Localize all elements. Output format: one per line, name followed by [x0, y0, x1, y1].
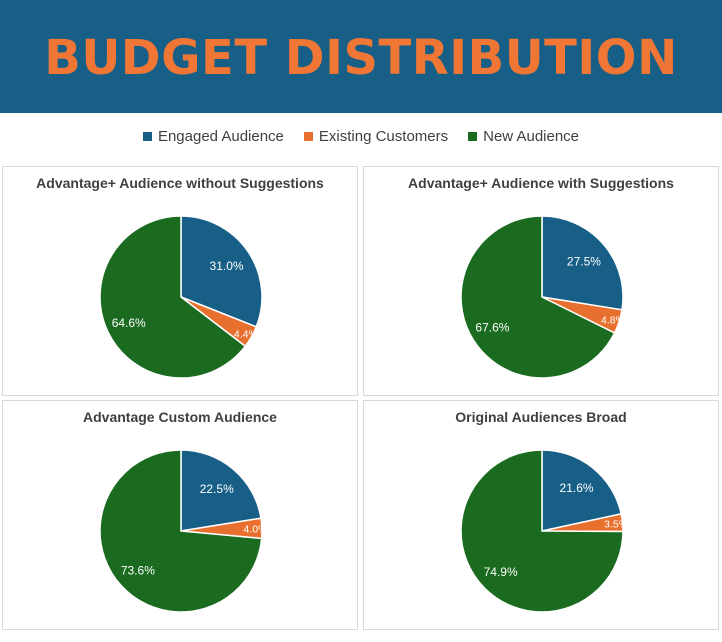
data-label-existing: 4.4%: [234, 329, 258, 341]
chart-panel-3: Advantage Custom Audience 22.5% 4.0% 73.6%: [2, 400, 358, 630]
pie-slice-new: [99, 449, 263, 613]
chart-title-2: Advantage+ Audience with Suggestions: [408, 175, 674, 191]
pie-chart-2: 27.5% 4.8% 67.6%: [460, 215, 625, 379]
legend-item-existing: Existing Customers: [303, 127, 449, 145]
pie-slice-engaged: [541, 215, 624, 311]
data-label-existing: 4.8%: [601, 315, 625, 327]
legend-item-new: New Audience: [468, 128, 579, 145]
data-label-new: 74.9%: [484, 565, 518, 579]
data-label-new: 64.6%: [112, 316, 146, 330]
data-label-existing: 3.5%: [604, 518, 628, 530]
legend-label-existing: Existing Customers: [318, 127, 449, 145]
header-banner: BUDGET DISTRIBUTION: [0, 0, 722, 113]
page-title: BUDGET DISTRIBUTION: [44, 29, 678, 86]
pie-chart-4: 21.6% 3.5% 74.9%: [460, 449, 628, 613]
legend-label-new: New Audience: [483, 127, 580, 145]
data-label-new: 73.6%: [121, 563, 155, 577]
pie-slice-new: [99, 215, 247, 379]
data-label-engaged: 21.6%: [560, 481, 594, 495]
data-label-engaged: 31.0%: [210, 259, 244, 273]
data-label-engaged: 27.5%: [567, 254, 601, 268]
pie-slice-engaged: [541, 449, 623, 532]
chart-legend: Engaged Audience Existing Customers New …: [0, 124, 722, 148]
pie-slice-engaged: [180, 449, 262, 532]
chart-panel-1: Advantage+ Audience without Suggestions …: [2, 166, 358, 396]
legend-swatch-existing: [303, 131, 313, 141]
chart-panel-2: Advantage+ Audience with Suggestions 27.…: [363, 166, 719, 396]
data-label-existing: 4.0%: [244, 524, 268, 536]
chart-title-1: Advantage+ Audience without Suggestions: [36, 175, 324, 191]
pie-slice-engaged: [180, 215, 263, 328]
chart-panel-4: Original Audiences Broad 21.6% 3.5% 74.9%: [363, 400, 719, 630]
data-label-engaged: 22.5%: [200, 482, 234, 496]
chart-title-4: Original Audiences Broad: [455, 409, 627, 425]
legend-label-engaged: Engaged Audience: [157, 127, 284, 145]
pie-chart-1: 31.0% 4.4% 64.6%: [99, 215, 263, 379]
data-label-new: 67.6%: [475, 321, 509, 335]
legend-swatch-engaged: [142, 131, 152, 141]
legend-item-engaged: Engaged Audience: [142, 127, 284, 145]
pie-chart-3: 22.5% 4.0% 73.6%: [99, 449, 268, 613]
legend-swatch-new: [468, 131, 478, 141]
pie-slice-new: [460, 215, 616, 379]
pie-slice-new: [460, 449, 624, 613]
chart-title-3: Advantage Custom Audience: [83, 409, 277, 425]
